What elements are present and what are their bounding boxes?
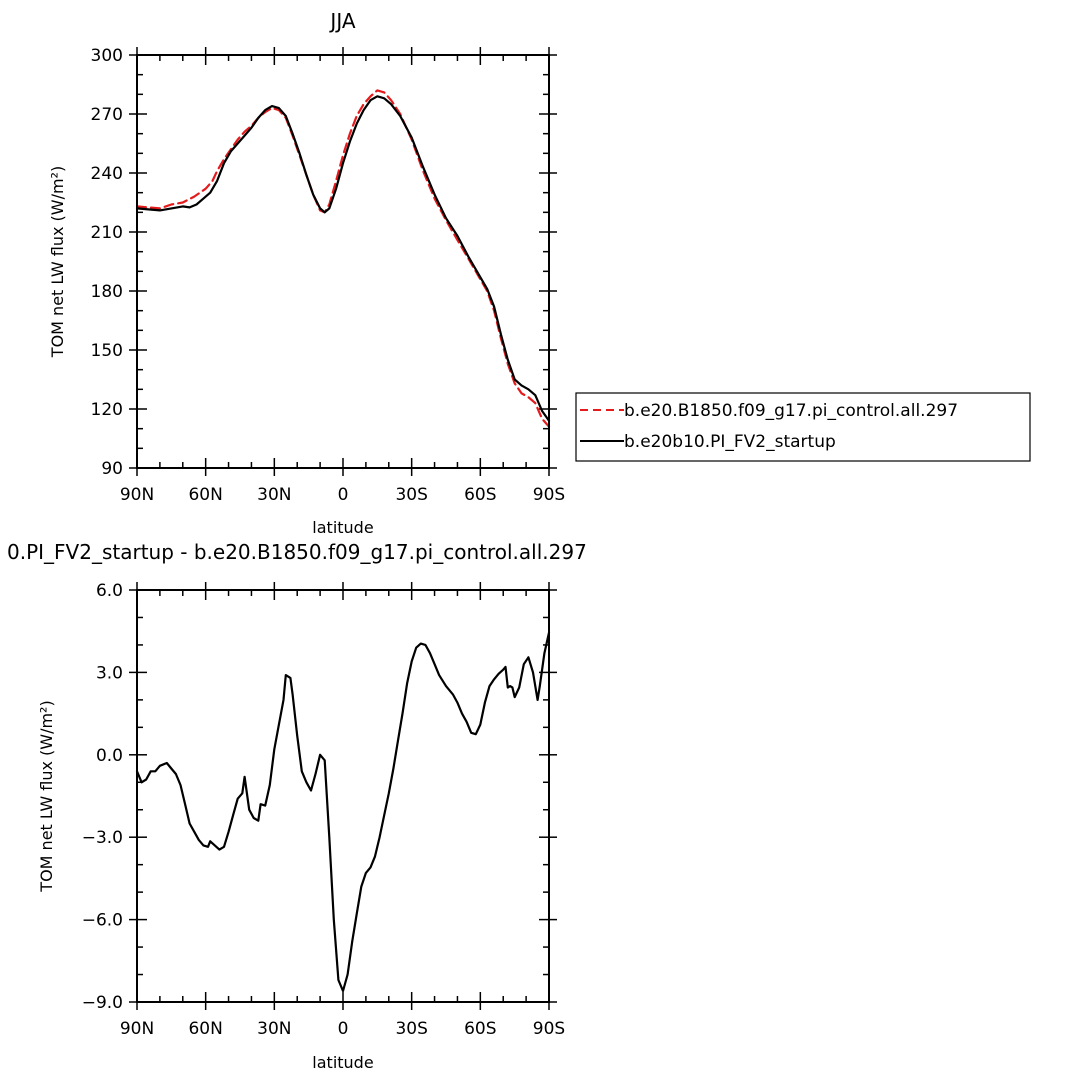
y-tick-label: 270 <box>91 105 123 125</box>
y-tick-label: 180 <box>91 282 123 302</box>
series-line-0 <box>135 89 551 428</box>
bottom-chart-title: 0.PI_FV2_startup - b.e20.B1850.f09_g17.p… <box>7 540 587 564</box>
x-tick-label: 0 <box>338 485 349 505</box>
y-tick-label: 3.0 <box>96 663 123 683</box>
x-tick-label: 90N <box>120 485 154 505</box>
x-tick-label: 30S <box>395 1019 427 1039</box>
y-tick-label: 300 <box>91 46 123 66</box>
x-tick-label: 60S <box>464 1019 496 1039</box>
series-line-1 <box>135 95 551 422</box>
x-tick-label: 60N <box>188 485 222 505</box>
top-chart-plot-frame <box>136 54 550 469</box>
top-chart-x-axis-title: latitude <box>312 518 373 537</box>
top-chart-ticks: 90N 60N 30N 0 30S 60S 90S 90 120 150 180 210 240 270 3… <box>91 46 566 505</box>
y-tick-label: 240 <box>91 164 123 184</box>
x-tick-label: 60S <box>464 485 496 505</box>
legend-box <box>575 392 1031 462</box>
y-tick-label: 150 <box>91 341 123 361</box>
top-chart-y-axis-title: TOM net LW flux (W/m²) <box>48 166 67 358</box>
bottom-chart-x-axis-title: latitude <box>312 1053 373 1072</box>
bottom-chart-ticks: 90N 60N 30N 0 30S 60S 90S −9.0 −6.0 −3.0 0.0 3.0 6.0 <box>82 581 566 1039</box>
bottom-chart-y-axis-title: TOM net LW flux (W/m²) <box>37 700 56 892</box>
legend: b.e20.B1850.f09_g17.pi_control.all.297 b… <box>575 392 1031 462</box>
y-tick-label: 210 <box>91 223 123 243</box>
y-tick-label: 90 <box>101 459 123 479</box>
top-chart: JJA 90N 60N 30N 0 30S 60S 90S 90 120 150 180 210 240… <box>48 9 565 537</box>
y-tick-label: 6.0 <box>96 581 123 601</box>
series-line-0 <box>135 631 551 993</box>
x-tick-label: 90S <box>533 485 565 505</box>
legend-label-red: b.e20.B1850.f09_g17.pi_control.all.297 <box>624 401 958 421</box>
x-tick-label: 30S <box>395 485 427 505</box>
y-tick-label: −9.0 <box>82 993 123 1013</box>
x-tick-label: 90N <box>120 1019 154 1039</box>
legend-label-black: b.e20b10.PI_FV2_startup <box>624 432 836 452</box>
x-tick-label: 30N <box>257 1019 291 1039</box>
bottom-chart-series <box>135 631 551 993</box>
x-tick-label: 30N <box>257 485 291 505</box>
y-tick-label: 120 <box>91 400 123 420</box>
top-chart-title: JJA <box>328 9 355 33</box>
bottom-chart: 0.PI_FV2_startup - b.e20.B1850.f09_g17.p… <box>7 540 587 1072</box>
y-tick-label: 0.0 <box>96 746 123 766</box>
x-tick-label: 0 <box>338 1019 349 1039</box>
x-tick-label: 60N <box>188 1019 222 1039</box>
top-chart-series <box>135 89 551 428</box>
y-tick-label: −6.0 <box>82 911 123 931</box>
x-tick-label: 90S <box>533 1019 565 1039</box>
y-tick-label: −3.0 <box>82 828 123 848</box>
bottom-chart-plot-frame <box>136 589 550 1003</box>
